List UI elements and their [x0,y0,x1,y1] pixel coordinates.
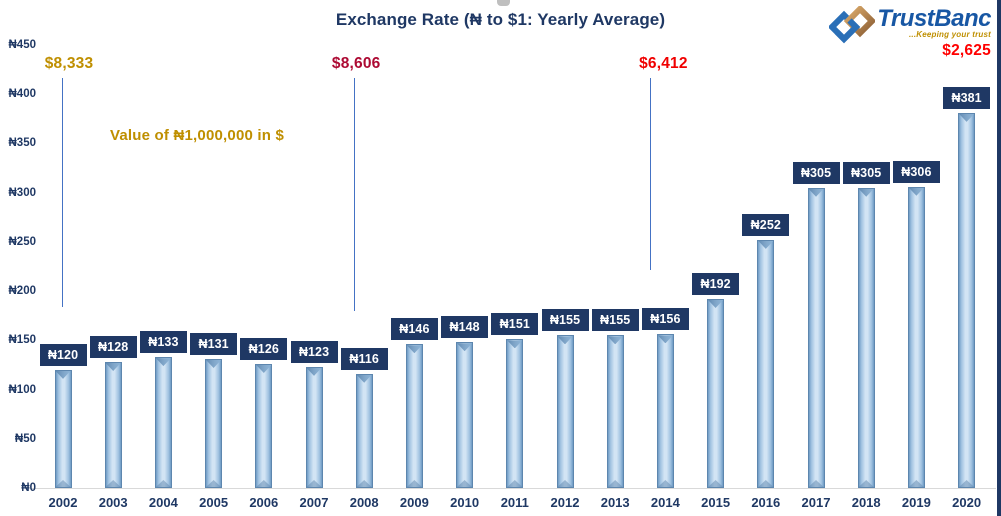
bar-2016 [757,239,775,488]
bar-2011 [506,339,524,488]
year-label: 2005 [199,495,229,510]
bar-2007 [305,366,323,488]
year-label: 2017 [801,495,831,510]
bar-value-label: ₦306 [892,160,940,183]
bar-2018 [857,187,875,488]
y-tick-label: ₦0 [21,482,36,494]
year-label: 2003 [98,495,128,510]
window-edge-artifact [497,0,510,6]
bar-2009 [405,344,423,488]
year-label: 2011 [500,495,529,510]
bar-value-label: ₦156 [641,308,689,331]
y-tick-label: ₦300 [8,186,37,199]
bar-value-label: ₦252 [742,213,790,236]
bar-value-label: ₦126 [240,337,288,360]
bar-2008 [355,373,373,488]
x-axis-baseline [30,488,996,489]
annotation-label: $6,412 [639,55,688,72]
bar-value-label: ₦155 [591,309,639,332]
bar-2002 [54,369,72,488]
bar-2010 [456,342,474,488]
bar-2020 [958,112,976,488]
note-value-of-million: Value of ₦1,000,000 in $ [110,127,285,144]
bar-2012 [556,335,574,488]
bar-2015 [707,298,725,488]
bar-value-label: ₦131 [190,333,238,356]
logo-tagline: ...Keeping your trust [909,30,991,39]
y-tick-label: ₦150 [8,334,37,347]
bar-2013 [606,335,624,488]
y-tick-label: ₦450 [8,39,37,51]
year-label: 2020 [952,495,982,510]
y-tick-label: ₦350 [8,137,37,150]
year-label: 2008 [349,495,379,510]
bar-value-label: ₦151 [491,313,539,336]
bar-2014 [656,334,674,488]
y-tick-label: ₦250 [8,235,37,248]
bar-value-label: ₦133 [139,331,187,354]
bar-value-label: ₦123 [290,340,338,363]
bar-value-label: ₦148 [441,316,489,339]
bar-2004 [154,357,172,488]
chart-title: Exchange Rate (₦ to $1: Yearly Average) [335,10,666,29]
annotation-label: $8,606 [331,55,381,72]
logo-wordmark: TrustBanc [877,5,991,32]
year-label: 2014 [650,495,680,510]
year-label: 2018 [851,495,881,510]
year-label: 2016 [751,495,781,510]
bar-value-label: ₦305 [842,161,890,184]
year-label: 2013 [600,495,630,510]
year-label: 2006 [249,495,279,510]
y-tick-label: ₦200 [8,285,37,298]
bar-2003 [104,361,122,488]
annotation-label: $8,333 [44,55,94,72]
year-label: 2002 [48,495,78,510]
annotation-line [650,78,652,270]
y-tick-label: ₦50 [14,432,36,445]
right-border-strip [997,0,1001,516]
bar-value-label: ₦155 [541,309,589,332]
bar-value-label: ₦192 [692,272,740,295]
interlocking-diamonds-icon [827,4,877,51]
year-label: 2009 [399,495,429,510]
y-tick-label: ₦400 [8,88,37,101]
bar-value-label: ₦381 [943,86,991,109]
year-label: 2010 [450,495,480,510]
bar-2005 [205,359,223,488]
bar-value-label: ₦146 [390,318,438,341]
year-label: 2012 [550,495,580,510]
bar-value-label: ₦305 [792,161,840,184]
bar-2017 [807,187,825,488]
annotation-label: $2,625 [942,42,991,59]
bar-value-label: ₦116 [340,347,388,370]
y-tick-label: ₦100 [8,383,37,396]
year-label: 2019 [901,495,931,510]
year-label: 2004 [148,495,178,510]
trustbanc-logo: TrustBanc ...Keeping your trust [827,4,991,51]
year-label: 2007 [299,495,329,510]
year-label: 2015 [701,495,731,510]
bar-2019 [907,186,925,488]
bar-2006 [255,363,273,488]
bar-value-label: ₦128 [89,335,137,358]
bar-value-label: ₦120 [39,343,87,366]
annotation-line [62,78,63,307]
annotation-line [354,78,356,311]
